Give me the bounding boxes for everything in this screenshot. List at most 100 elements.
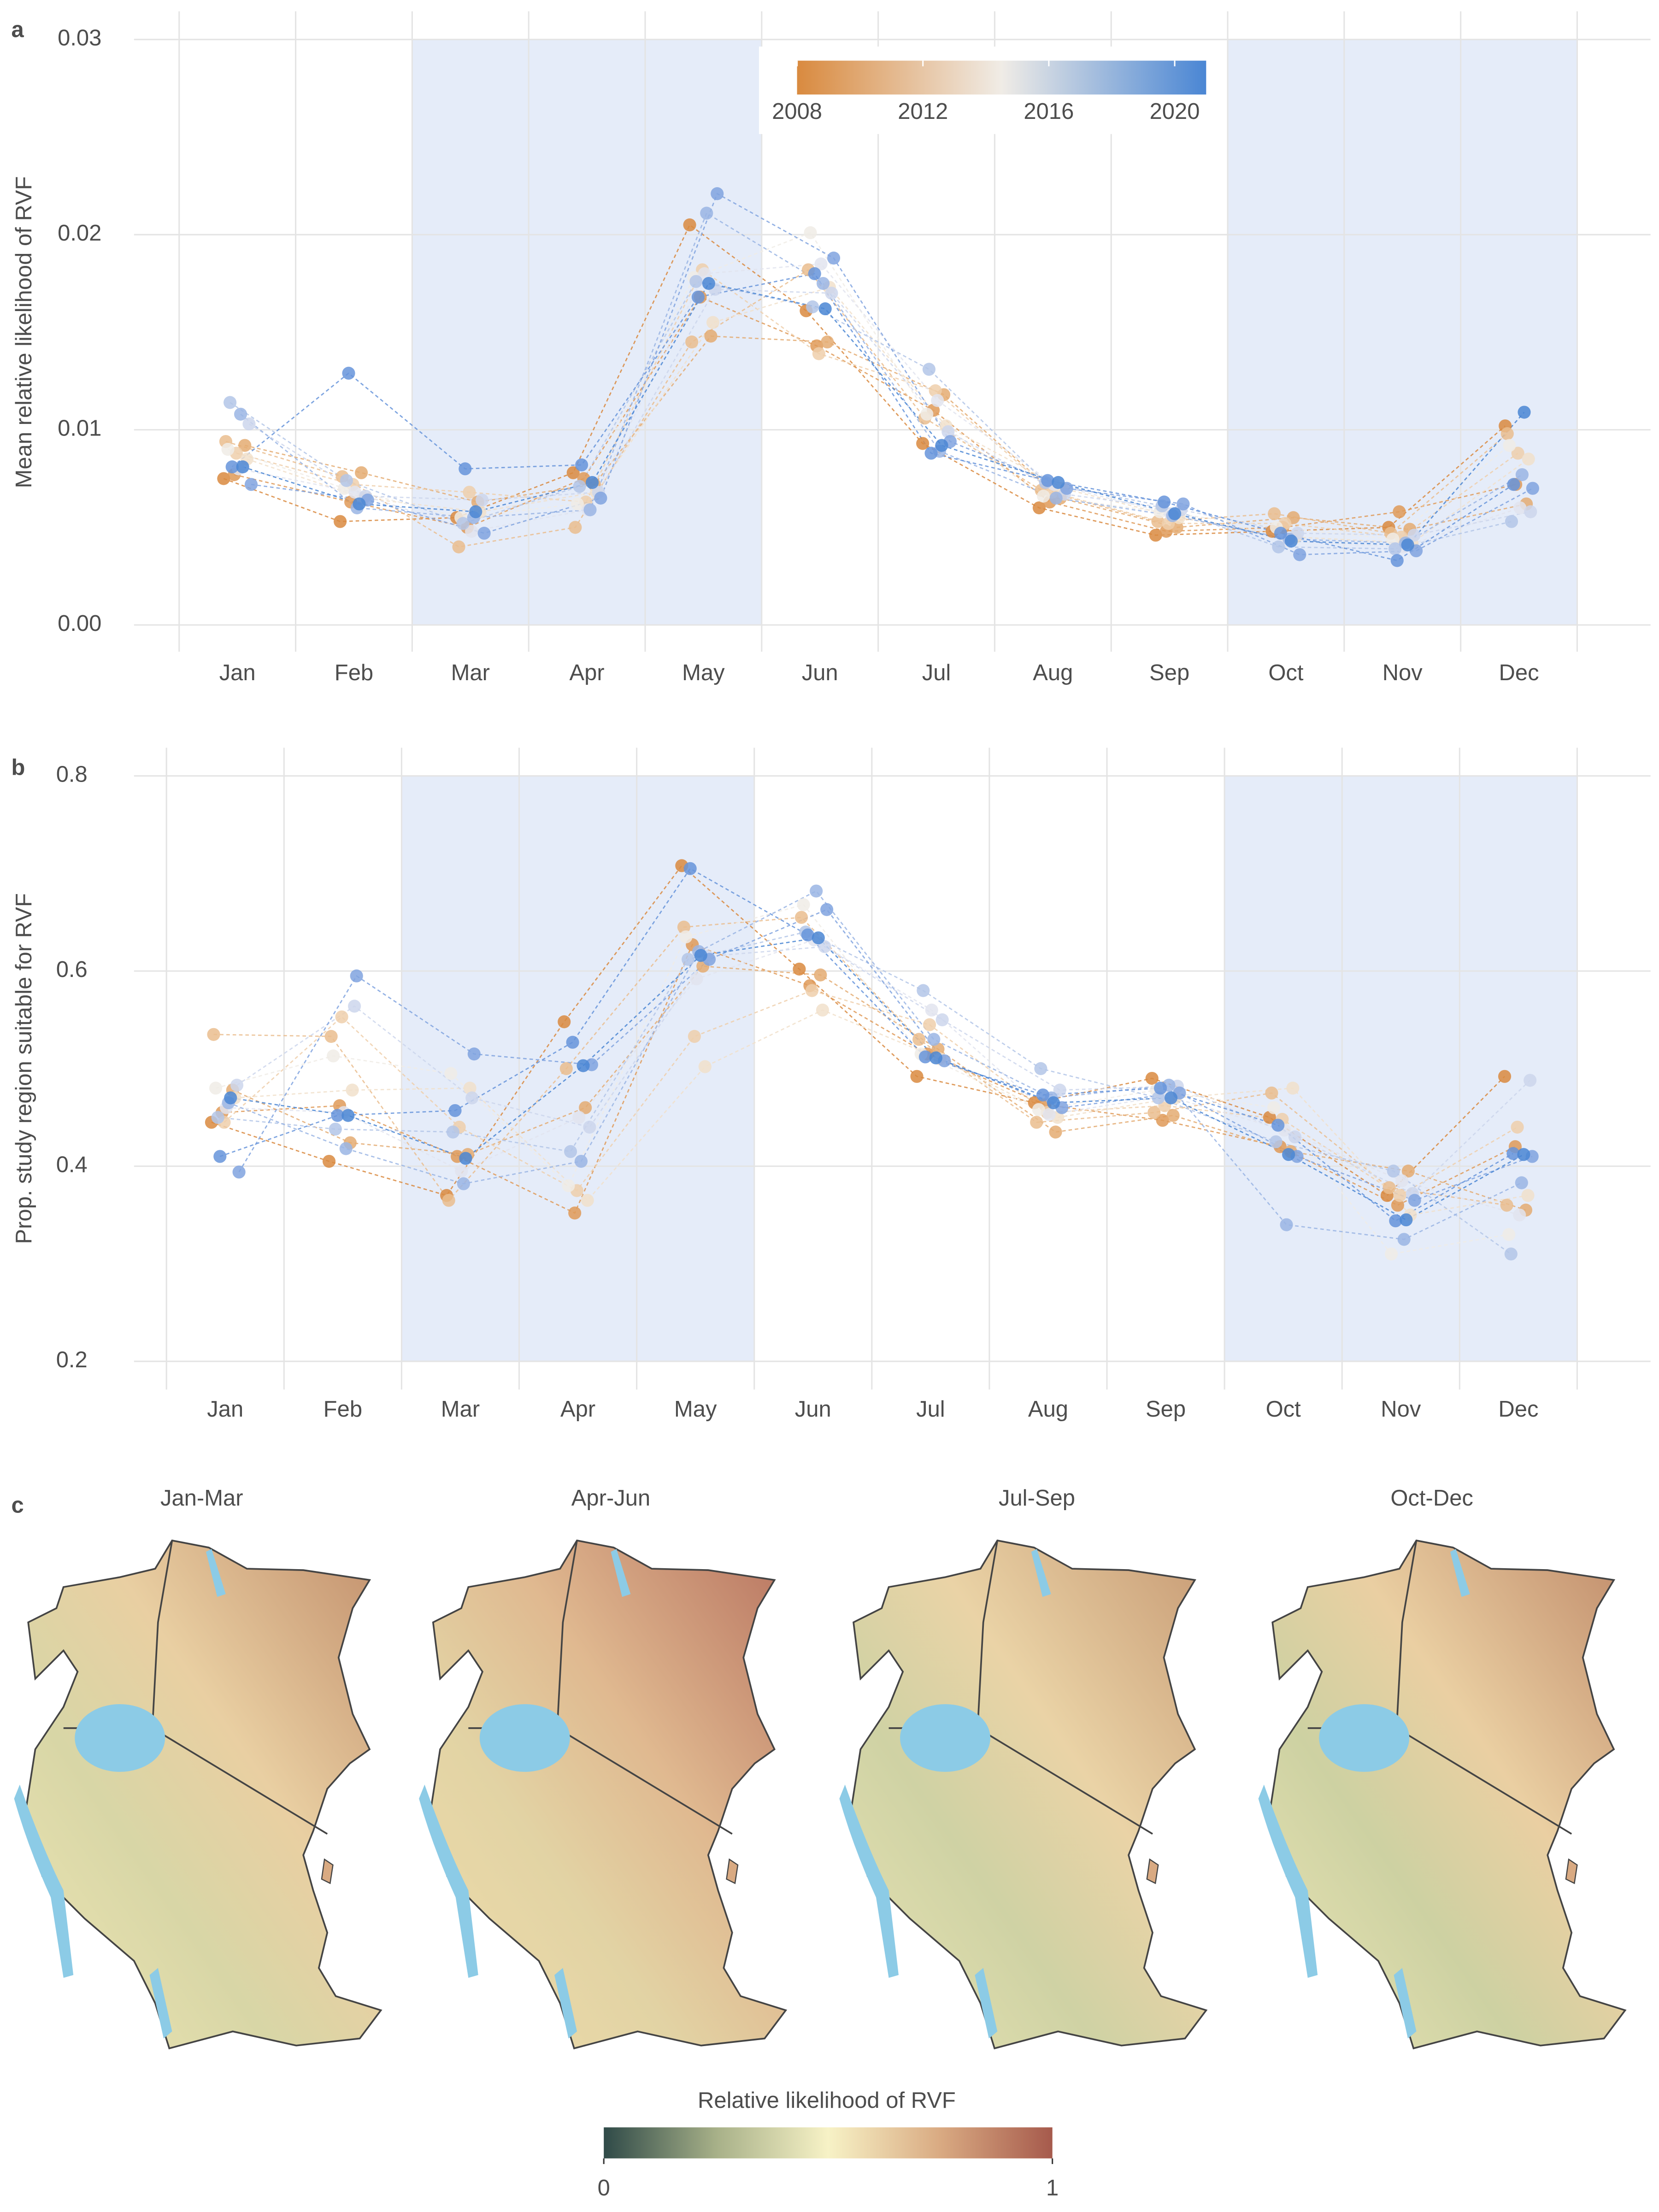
data-point bbox=[1286, 1082, 1300, 1095]
data-point bbox=[912, 1033, 926, 1046]
series-line bbox=[229, 281, 1512, 550]
data-point bbox=[1032, 501, 1046, 515]
data-point bbox=[465, 1091, 479, 1105]
data-point bbox=[916, 437, 930, 450]
data-point bbox=[808, 267, 821, 280]
data-point bbox=[335, 1010, 348, 1024]
series-line bbox=[215, 904, 1509, 1255]
data-point bbox=[1500, 1199, 1513, 1212]
data-point bbox=[224, 1091, 237, 1105]
data-point bbox=[475, 494, 489, 507]
colorbar-tick-label: 1 bbox=[1046, 2176, 1059, 2200]
data-point bbox=[1511, 1120, 1524, 1134]
y-tick-label: 0.02 bbox=[58, 221, 101, 246]
data-point bbox=[562, 1179, 575, 1193]
data-point bbox=[691, 290, 705, 304]
data-point bbox=[467, 1047, 481, 1061]
data-point bbox=[448, 1104, 462, 1118]
y-axis-title: Prop. study region suitable for RVF bbox=[12, 893, 36, 1244]
x-tick-label: Mar bbox=[441, 1397, 480, 1422]
y-tick-label: 0.6 bbox=[56, 957, 88, 982]
data-point bbox=[579, 1101, 592, 1114]
data-point bbox=[209, 1082, 223, 1095]
data-point bbox=[1502, 1228, 1516, 1241]
colorbar-tick-label: 2008 bbox=[772, 99, 822, 124]
data-point bbox=[238, 439, 252, 452]
data-point bbox=[1524, 505, 1537, 518]
data-point bbox=[581, 1194, 594, 1207]
data-point bbox=[348, 486, 362, 499]
data-point bbox=[594, 491, 607, 505]
map-title: Jul-Sep bbox=[999, 1486, 1075, 1511]
data-point bbox=[244, 478, 258, 491]
data-point bbox=[213, 1150, 227, 1163]
data-point bbox=[1030, 1116, 1043, 1129]
data-point bbox=[794, 911, 808, 924]
data-point bbox=[211, 1111, 224, 1124]
data-point bbox=[1164, 1091, 1178, 1105]
data-point bbox=[1505, 515, 1518, 528]
colorbar-tick-label: 0 bbox=[598, 2176, 610, 2200]
data-point bbox=[698, 1060, 712, 1073]
data-point bbox=[690, 972, 703, 986]
data-point bbox=[442, 1194, 455, 1207]
series-line bbox=[232, 965, 1526, 1211]
colorbar-tick-label: 2016 bbox=[1024, 99, 1074, 124]
y-tick-label: 0.2 bbox=[56, 1347, 88, 1372]
data-point bbox=[1385, 1247, 1398, 1261]
data-point bbox=[683, 218, 696, 232]
data-point bbox=[230, 1078, 244, 1092]
data-point bbox=[1168, 507, 1182, 520]
data-point bbox=[1145, 1071, 1159, 1085]
data-point bbox=[677, 920, 691, 934]
series-line bbox=[236, 269, 1518, 538]
data-point bbox=[334, 515, 347, 528]
colorbar bbox=[604, 2127, 1053, 2159]
data-point bbox=[793, 962, 806, 976]
data-point bbox=[706, 316, 720, 329]
data-point bbox=[452, 540, 465, 553]
data-point bbox=[1395, 1174, 1409, 1188]
data-point bbox=[812, 347, 825, 360]
x-tick-label: Jan bbox=[207, 1397, 243, 1422]
data-point bbox=[1151, 515, 1165, 528]
data-point bbox=[353, 497, 366, 511]
data-point bbox=[1263, 1111, 1276, 1124]
data-point bbox=[324, 1030, 338, 1043]
data-point bbox=[459, 1152, 472, 1165]
data-point bbox=[477, 527, 491, 540]
data-point bbox=[935, 1013, 949, 1027]
data-point bbox=[350, 969, 363, 982]
data-point bbox=[1408, 1194, 1421, 1207]
data-point bbox=[1041, 474, 1054, 487]
data-point bbox=[1513, 1208, 1526, 1222]
series-line bbox=[219, 868, 1514, 1222]
x-tick-label: Nov bbox=[1381, 1397, 1421, 1422]
data-point bbox=[810, 884, 823, 898]
data-point bbox=[1407, 529, 1421, 542]
series-line bbox=[247, 286, 1529, 544]
data-point bbox=[812, 931, 825, 945]
data-point bbox=[1166, 1109, 1180, 1122]
data-point bbox=[694, 949, 707, 962]
data-point bbox=[1400, 1213, 1413, 1227]
data-point bbox=[331, 1109, 344, 1122]
data-point bbox=[1158, 495, 1171, 509]
x-tick-label: Sep bbox=[1149, 660, 1189, 685]
data-point bbox=[342, 366, 355, 380]
data-point bbox=[935, 439, 948, 452]
data-point bbox=[814, 257, 828, 271]
data-point bbox=[340, 474, 353, 487]
data-point bbox=[1267, 1101, 1281, 1114]
data-point bbox=[817, 276, 830, 290]
data-point bbox=[348, 1000, 361, 1013]
data-point bbox=[583, 1120, 596, 1134]
series-line bbox=[242, 282, 1525, 546]
data-point bbox=[232, 1165, 246, 1179]
data-point bbox=[225, 460, 239, 474]
data-point bbox=[234, 407, 247, 421]
data-point bbox=[1034, 1062, 1047, 1075]
data-point bbox=[577, 1059, 590, 1072]
x-tick-label: Sep bbox=[1146, 1397, 1186, 1422]
